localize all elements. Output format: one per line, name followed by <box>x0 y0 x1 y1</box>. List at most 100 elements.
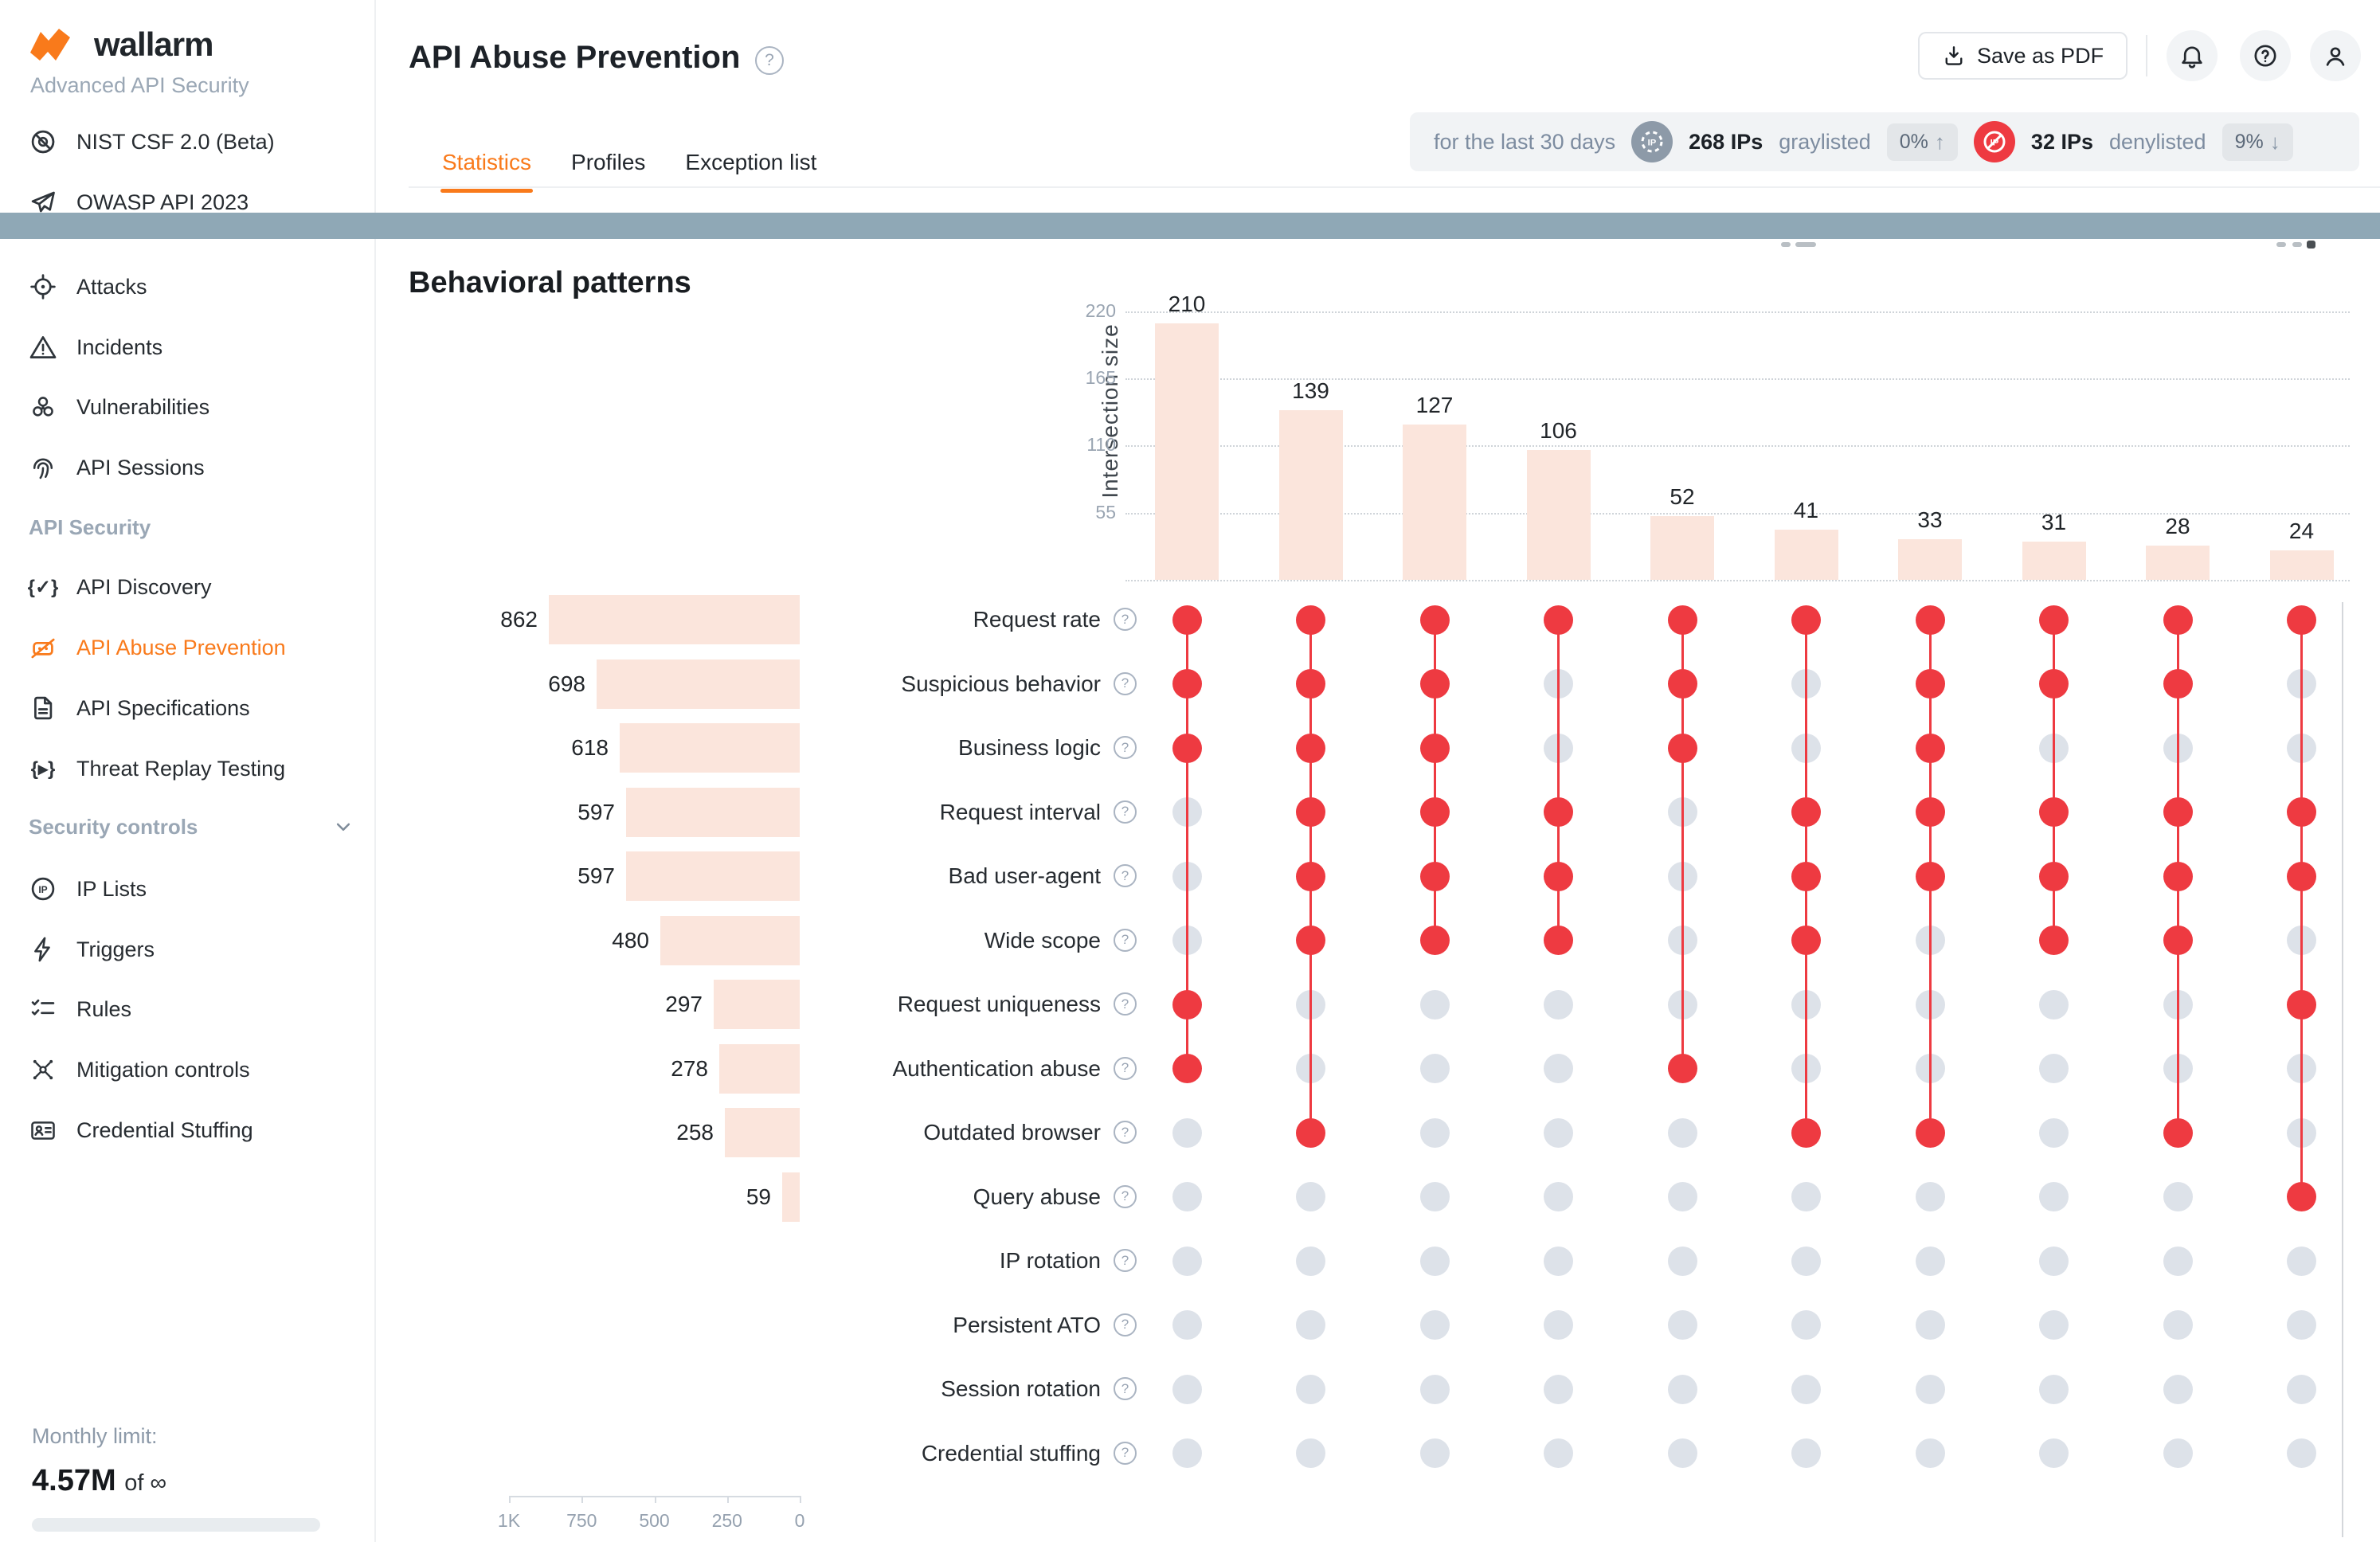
matrix-dot-inactive[interactable] <box>1419 1374 1450 1404</box>
matrix-dot-active[interactable] <box>1667 669 1697 699</box>
matrix-dot-active[interactable] <box>2039 669 2069 699</box>
intersection-bar[interactable] <box>2146 546 2210 580</box>
set-size-bar[interactable] <box>660 915 800 965</box>
matrix-dot-active[interactable] <box>2163 861 2193 891</box>
matrix-dot-active[interactable] <box>1296 1117 1325 1148</box>
sidebar-item-api-specifications[interactable]: API Specifications <box>29 686 362 730</box>
scroll-dash[interactable] <box>1795 242 1816 247</box>
scroll-dash[interactable] <box>1781 242 1791 247</box>
matrix-dot-inactive[interactable] <box>1667 1374 1697 1404</box>
matrix-dot-inactive[interactable] <box>2163 1374 2193 1404</box>
matrix-dot-active[interactable] <box>1296 733 1325 763</box>
matrix-dot-active[interactable] <box>2039 797 2069 827</box>
logo[interactable]: wallarm <box>29 25 213 64</box>
matrix-dot-inactive[interactable] <box>1667 1117 1697 1148</box>
matrix-dot-active[interactable] <box>2287 797 2316 827</box>
matrix-dot-active[interactable] <box>1667 1054 1697 1083</box>
row-help-icon[interactable]: ? <box>1114 992 1137 1016</box>
matrix-dot-inactive[interactable] <box>2163 1182 2193 1211</box>
matrix-dot-inactive[interactable] <box>1915 1438 1945 1468</box>
matrix-dot-inactive[interactable] <box>1915 1310 1945 1340</box>
matrix-dot-inactive[interactable] <box>2039 1438 2069 1468</box>
set-size-bar[interactable] <box>620 723 800 773</box>
matrix-dot-active[interactable] <box>2163 797 2193 827</box>
matrix-dot-inactive[interactable] <box>1296 1246 1325 1276</box>
matrix-dot-inactive[interactable] <box>2039 1246 2069 1276</box>
sidebar-item-credential-stuffing[interactable]: Credential Stuffing <box>29 1108 362 1153</box>
set-size-bar[interactable] <box>597 659 800 709</box>
matrix-dot-inactive[interactable] <box>1172 1310 1202 1340</box>
matrix-dot-inactive[interactable] <box>1544 1310 1573 1340</box>
matrix-dot-inactive[interactable] <box>1172 1374 1202 1404</box>
matrix-dot-inactive[interactable] <box>2163 1438 2193 1468</box>
matrix-dot-active[interactable] <box>1544 605 1573 635</box>
row-help-icon[interactable]: ? <box>1114 1441 1137 1465</box>
set-size-bar[interactable] <box>782 1172 800 1222</box>
matrix-dot-active[interactable] <box>2039 605 2069 635</box>
matrix-dot-inactive[interactable] <box>1667 1438 1697 1468</box>
matrix-dot-active[interactable] <box>1544 926 1573 955</box>
intersection-bar[interactable] <box>2022 542 2086 580</box>
matrix-dot-active[interactable] <box>1915 861 1945 891</box>
matrix-dot-active[interactable] <box>2039 861 2069 891</box>
matrix-dot-inactive[interactable] <box>1544 1246 1573 1276</box>
account-button[interactable] <box>2310 30 2361 81</box>
matrix-dot-inactive[interactable] <box>1419 989 1450 1020</box>
matrix-dot-active[interactable] <box>1296 926 1325 955</box>
matrix-dot-inactive[interactable] <box>1544 1054 1573 1083</box>
matrix-dot-inactive[interactable] <box>1544 1117 1573 1148</box>
set-size-bar[interactable] <box>549 595 800 644</box>
matrix-dot-active[interactable] <box>1419 797 1450 827</box>
matrix-dot-active[interactable] <box>1791 861 1821 891</box>
set-size-bar[interactable] <box>719 1043 800 1094</box>
matrix-dot-inactive[interactable] <box>2287 1246 2316 1276</box>
matrix-dot-inactive[interactable] <box>2039 1182 2069 1211</box>
matrix-dot-active[interactable] <box>1791 797 1821 827</box>
matrix-dot-active[interactable] <box>1172 605 1202 635</box>
row-help-icon[interactable]: ? <box>1114 1121 1137 1144</box>
matrix-dot-active[interactable] <box>1791 926 1821 955</box>
matrix-dot-active[interactable] <box>1915 605 1945 635</box>
matrix-dot-active[interactable] <box>1544 861 1573 891</box>
matrix-dot-inactive[interactable] <box>2039 1310 2069 1340</box>
sidebar-item-incidents[interactable]: Incidents <box>29 325 362 370</box>
denylisted-delta-badge[interactable]: 9% ↓ <box>2221 123 2293 161</box>
matrix-dot-active[interactable] <box>2163 669 2193 699</box>
tab-profiles[interactable]: Profiles <box>571 150 646 174</box>
matrix-dot-inactive[interactable] <box>1419 1117 1450 1148</box>
sidebar-item-ip-lists[interactable]: IP IP Lists <box>29 867 362 911</box>
matrix-dot-active[interactable] <box>1419 733 1450 763</box>
row-help-icon[interactable]: ? <box>1114 1249 1137 1272</box>
row-help-icon[interactable]: ? <box>1114 671 1137 695</box>
sidebar-item-api-discovery[interactable]: {✓} API Discovery <box>28 565 362 609</box>
row-help-icon[interactable]: ? <box>1114 736 1137 759</box>
save-as-pdf-button[interactable]: Save as PDF <box>1918 32 2128 80</box>
matrix-dot-inactive[interactable] <box>1296 1438 1325 1468</box>
matrix-dot-inactive[interactable] <box>1791 1310 1821 1340</box>
matrix-dot-inactive[interactable] <box>1915 1182 1945 1211</box>
sidebar-item-attacks[interactable]: Attacks <box>29 264 362 309</box>
scroll-dash[interactable] <box>2276 242 2286 247</box>
matrix-dot-active[interactable] <box>1419 926 1450 955</box>
set-size-bar[interactable] <box>626 787 800 837</box>
matrix-dot-inactive[interactable] <box>1544 1182 1573 1211</box>
matrix-dot-inactive[interactable] <box>1172 1117 1202 1148</box>
matrix-dot-inactive[interactable] <box>1667 1182 1697 1211</box>
matrix-dot-active[interactable] <box>1791 605 1821 635</box>
scroll-dash[interactable] <box>2292 242 2302 247</box>
matrix-dot-active[interactable] <box>1172 733 1202 763</box>
matrix-dot-inactive[interactable] <box>2163 1246 2193 1276</box>
sidebar-item-rules[interactable]: Rules <box>29 987 362 1031</box>
help-button[interactable] <box>2240 30 2291 81</box>
notifications-button[interactable] <box>2167 30 2218 81</box>
sidebar-item-vulnerabilities[interactable]: Vulnerabilities <box>29 385 362 429</box>
matrix-dot-active[interactable] <box>1915 797 1945 827</box>
matrix-dot-inactive[interactable] <box>2039 1054 2069 1083</box>
sidebar-item-threat-replay-testing[interactable]: {▸} Threat Replay Testing <box>29 746 362 791</box>
matrix-dot-active[interactable] <box>2163 926 2193 955</box>
matrix-dot-active[interactable] <box>1915 733 1945 763</box>
sidebar-item-api-abuse-prevention[interactable]: API Abuse Prevention <box>29 625 362 670</box>
set-size-bar[interactable] <box>714 980 800 1029</box>
title-help-icon[interactable]: ? <box>755 46 784 75</box>
matrix-dot-inactive[interactable] <box>2287 1438 2316 1468</box>
